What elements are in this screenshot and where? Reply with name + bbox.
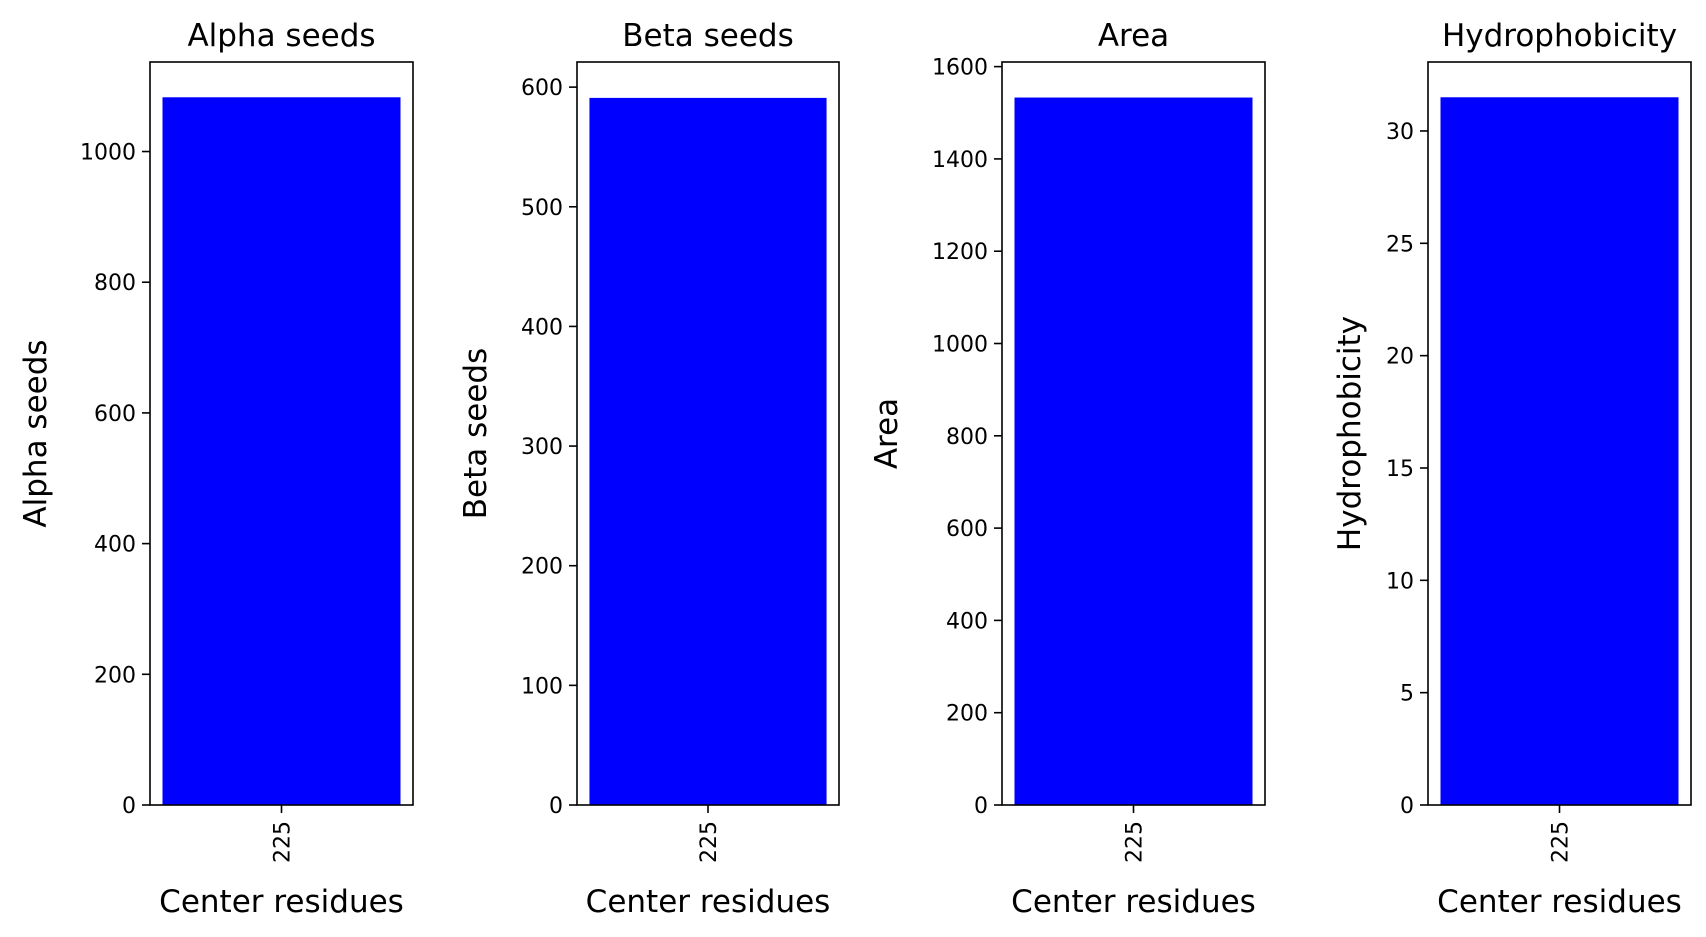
x-tick-label: 225 xyxy=(697,821,722,863)
chart-title: Beta seeds xyxy=(622,18,793,54)
x-tick-label: 225 xyxy=(271,821,296,863)
y-tick-label: 400 xyxy=(946,609,988,634)
x-axis-label: Center residues xyxy=(1011,884,1256,920)
bar-225 xyxy=(1440,97,1679,805)
y-tick-label: 1400 xyxy=(932,148,988,173)
y-tick-label: 1200 xyxy=(932,240,988,265)
x-axis-label: Center residues xyxy=(586,884,831,920)
chart-panel-1: 0 200 400 600 800 1000 225 Alpha seeds Center re… xyxy=(18,18,414,920)
y-tick-label: 200 xyxy=(521,555,563,580)
y-axis-label: Hydrophobicity xyxy=(1332,316,1368,551)
y-tick-label: 600 xyxy=(94,402,136,427)
y-tick-label: 25 xyxy=(1386,232,1414,257)
y-axis-label: Area xyxy=(869,398,905,469)
y-tick-label: 1000 xyxy=(932,333,988,358)
y-tick-label: 10 xyxy=(1386,569,1414,594)
bar-225 xyxy=(1014,97,1253,805)
y-tick-label: 0 xyxy=(1400,794,1414,819)
y-tick-label: 300 xyxy=(521,435,563,460)
y-tick-label: 800 xyxy=(946,425,988,450)
y-tick-label: 15 xyxy=(1386,457,1414,482)
y-tick-label: 1000 xyxy=(80,141,136,166)
y-tick-label: 0 xyxy=(549,794,563,819)
x-tick-label: 225 xyxy=(1549,821,1574,863)
y-axis-label: Alpha seeds xyxy=(18,339,54,527)
y-tick-label: 200 xyxy=(946,702,988,727)
y-axis-label: Beta seeds xyxy=(458,348,494,519)
y-tick-label: 400 xyxy=(94,533,136,558)
y-tick-label: 600 xyxy=(946,517,988,542)
y-tick-label: 800 xyxy=(94,271,136,296)
y-tick-label: 600 xyxy=(521,76,563,101)
x-axis-label: Center residues xyxy=(159,884,404,920)
y-tick-label: 200 xyxy=(94,663,136,688)
y-tick-label: 0 xyxy=(122,794,136,819)
chart-panel-2: 0 100 200 300 400 500 600 225 Beta seeds Center r… xyxy=(458,18,840,920)
chart-panel-4: 0 5 10 15 20 25 30 225 Hydrophobicity Center resi… xyxy=(1332,18,1692,920)
y-tick-label: 400 xyxy=(521,315,563,340)
bar-225 xyxy=(162,97,401,805)
y-tick-label: 100 xyxy=(521,674,563,699)
y-tick-label: 1600 xyxy=(932,56,988,81)
x-axis-label: Center residues xyxy=(1437,884,1682,920)
y-tick-label: 5 xyxy=(1400,682,1414,707)
chart-panel-3: 0 200 400 600 800 1000 1200 1400 1600 225 Area Cent… xyxy=(869,18,1266,920)
bar-225 xyxy=(589,97,827,805)
y-tick-label: 500 xyxy=(521,196,563,221)
y-tick-label: 30 xyxy=(1386,120,1414,145)
chart-title: Hydrophobicity xyxy=(1442,18,1677,54)
y-tick-label: 0 xyxy=(974,794,988,819)
x-tick-label: 225 xyxy=(1123,821,1148,863)
chart-title: Alpha seeds xyxy=(187,18,375,54)
chart-title: Area xyxy=(1098,18,1169,54)
y-tick-label: 20 xyxy=(1386,345,1414,370)
